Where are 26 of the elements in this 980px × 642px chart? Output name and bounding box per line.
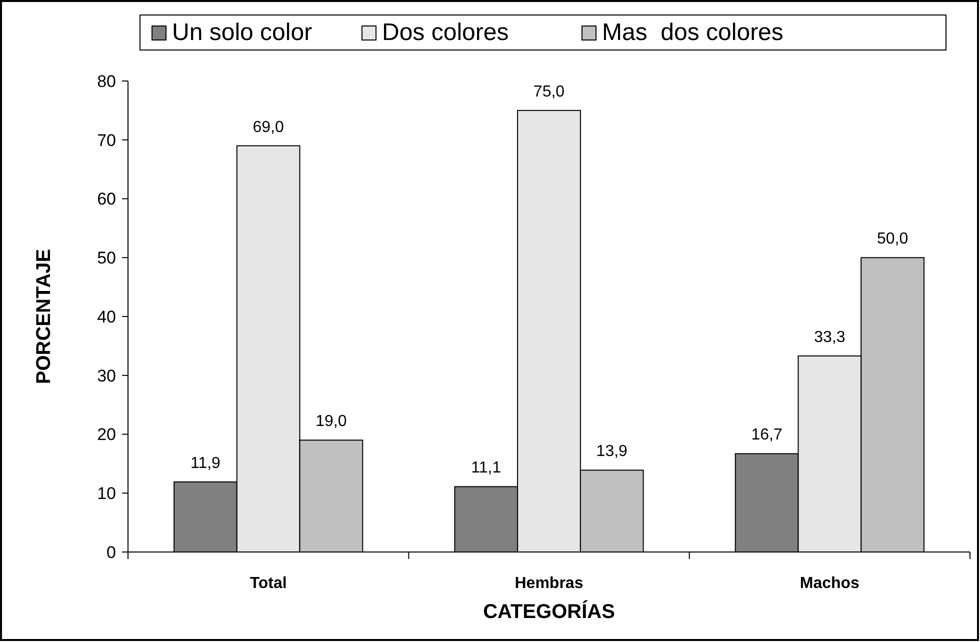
data-label: 69,0 (252, 118, 284, 136)
x-tick-label: Machos (800, 575, 860, 592)
data-label: 75,0 (533, 83, 565, 100)
y-tick-label: 10 (97, 484, 116, 504)
y-axis-title: PORCENTAJE (33, 248, 55, 384)
x-tick-label: Hembras (514, 575, 584, 592)
data-label: 33,3 (814, 328, 846, 346)
legend-label: Un solo color (172, 19, 312, 46)
y-tick-label: 60 (97, 190, 116, 209)
data-label: 16,7 (751, 426, 782, 444)
y-tick-label: 40 (97, 307, 116, 326)
y-tick-label: 80 (97, 72, 116, 91)
data-label: 50,0 (876, 230, 908, 248)
y-tick-label: 0 (106, 542, 116, 562)
data-label: 13,9 (596, 443, 628, 460)
legend-label: Mas dos colores (602, 19, 784, 46)
data-label: 11,1 (471, 460, 502, 477)
data-label: 19,0 (316, 413, 347, 430)
legend-label: Dos colores (382, 19, 509, 46)
x-axis-title: CATEGORÍAS (483, 600, 615, 623)
y-tick-label: 50 (97, 248, 116, 268)
y-tick-label: 70 (97, 130, 116, 150)
y-tick-label: 20 (97, 425, 116, 444)
data-label: 11,9 (190, 454, 221, 472)
x-tick-label: Total (250, 575, 287, 592)
y-tick-label: 30 (97, 366, 116, 386)
